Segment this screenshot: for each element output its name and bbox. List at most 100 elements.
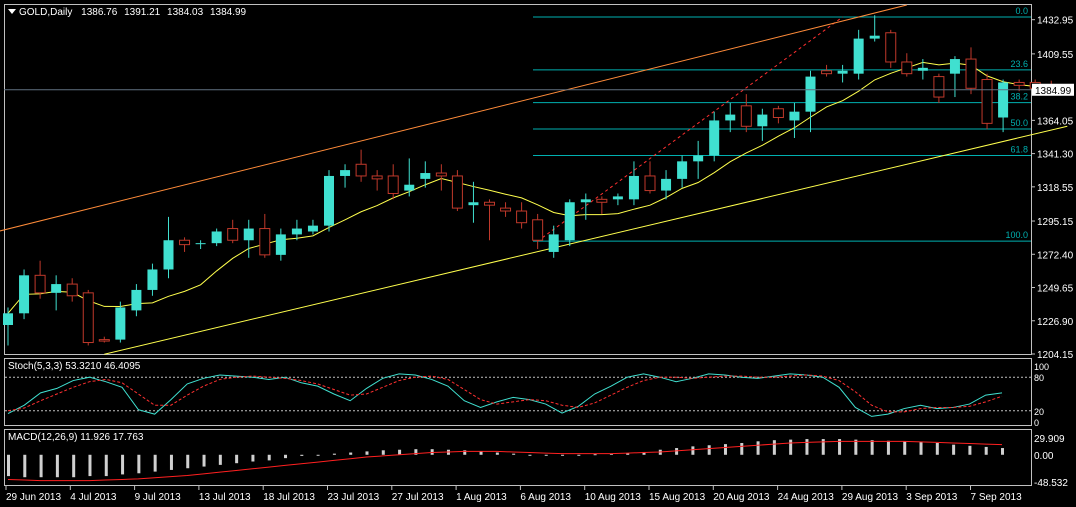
stoch-signal-line [7, 374, 1003, 413]
candle-body [163, 240, 174, 270]
candle-body [709, 120, 720, 156]
candle-body [484, 201, 495, 206]
candle-body [34, 274, 46, 294]
macd-tick-label: -48.532 [1034, 478, 1068, 489]
macd-histogram-bar [218, 454, 222, 465]
macd-histogram-bar [300, 454, 304, 456]
candle-body [917, 67, 928, 71]
candle-body [740, 105, 752, 127]
macd-histogram-bar [642, 451, 646, 455]
candle-body [115, 307, 126, 340]
macd-histogram-bar [414, 449, 418, 455]
price-tick-label: 1432.95 [1037, 16, 1074, 27]
candle-body [789, 111, 800, 121]
candle-body [371, 175, 383, 180]
date-tick-label: 29 Aug 2013 [842, 492, 899, 503]
candle-body [131, 289, 142, 311]
price-tick-label: 1204.15 [1037, 350, 1074, 361]
candle-body [580, 199, 591, 203]
macd-histogram-bar [55, 454, 59, 478]
stoch-tick-label: 80 [1034, 373, 1044, 383]
macd-histogram-bar [137, 454, 141, 474]
date-tick-label: 27 Jul 2013 [392, 492, 444, 503]
macd-histogram-bar [789, 439, 793, 455]
macd-histogram-bar [707, 445, 711, 455]
macd-signal-line [7, 440, 1003, 482]
candle-body [324, 175, 334, 226]
price-tick-label: 1249.65 [1037, 284, 1074, 295]
macd-histogram-bar [39, 454, 43, 478]
macd-histogram-bar [332, 453, 336, 455]
macd-histogram-bar [153, 454, 157, 472]
chart-header: GOLD,Daily 1386.76 1391.21 1384.03 1384.… [8, 7, 246, 18]
candle-body [596, 198, 608, 203]
candle-body [420, 173, 431, 179]
macd-histogram-bar [968, 445, 972, 455]
candle-body [998, 82, 1009, 118]
macd-histogram-bar [88, 454, 92, 477]
macd-histogram-bar [512, 453, 516, 455]
macd-histogram-bar [72, 454, 76, 478]
macd-histogram-bar [626, 453, 630, 455]
candle-body [965, 58, 977, 89]
stoch-main-line [7, 373, 1003, 417]
ohlc-low: 1384.03 [167, 7, 204, 18]
candle-body [275, 234, 286, 255]
price-tick-label: 1364.05 [1037, 116, 1074, 127]
macd-histogram-bar [756, 441, 760, 455]
candle-body [291, 228, 302, 235]
macd-histogram-bar [805, 439, 809, 455]
macd-histogram-bar [7, 454, 10, 477]
macd-histogram-bar [121, 454, 125, 475]
macd-histogram-bar [838, 439, 842, 455]
candle-body [853, 38, 864, 74]
candle-body [98, 339, 110, 342]
stoch-panel-frame [4, 358, 1032, 426]
candle-body [885, 32, 897, 63]
trend-channel[interactable] [0, 4, 1068, 355]
candle-body [243, 228, 254, 241]
chart-menu-triangle-icon[interactable] [8, 9, 16, 14]
candle-body [949, 59, 960, 74]
fibonacci-retracement[interactable]: 0.0 23.6 38.2 50.0 61.8 100.0 [533, 6, 1031, 242]
ohlc-close: 1384.99 [209, 7, 247, 18]
macd-histogram-bar [740, 442, 744, 455]
channel-lower-line [104, 125, 1068, 355]
price-tick-label: 1226.90 [1037, 317, 1074, 328]
fib-level-label: 50.0 [1010, 118, 1028, 128]
date-tick-label: 10 Aug 2013 [585, 492, 642, 503]
price-tick-label: 1318.55 [1037, 183, 1074, 194]
moving-average-line [7, 61, 1052, 314]
candle-body [211, 231, 222, 244]
stoch-tick-label: 0 [1034, 418, 1039, 428]
moving-average [7, 61, 1052, 314]
channel-upper-line [0, 4, 907, 232]
date-tick-label: 6 Aug 2013 [520, 492, 571, 503]
macd-histogram-bar [1001, 448, 1004, 455]
macd-histogram-bar [903, 441, 907, 455]
candle-body [564, 202, 575, 241]
macd-label: MACD(12,26,9) 11.926 17.763 [8, 432, 144, 443]
macd-histogram-bar [821, 439, 825, 455]
date-tick-label: 4 Jul 2013 [70, 492, 117, 503]
macd-histogram-bar [528, 454, 532, 456]
candle-body [355, 163, 367, 177]
last-price-tag [1032, 83, 1074, 96]
candle-body [532, 219, 544, 241]
candle-body [612, 196, 623, 200]
date-tick-label: 29 Jun 2013 [6, 492, 61, 503]
macd-histogram-bar [349, 452, 353, 455]
macd-histogram-bar [284, 454, 288, 459]
macd-histogram-bar [691, 446, 695, 455]
fib-level-label: 0.0 [1015, 6, 1028, 16]
macd-histogram-bar [609, 453, 613, 455]
date-tick-label: 3 Sep 2013 [906, 492, 958, 503]
candle-body [468, 202, 479, 206]
candle-body [661, 178, 672, 191]
date-tick-label: 13 Jul 2013 [199, 492, 251, 503]
macd-panel: 29.909 0.00 -48.532 [7, 434, 1068, 489]
macd-histogram-bar [235, 454, 239, 464]
candle-body [901, 61, 913, 75]
